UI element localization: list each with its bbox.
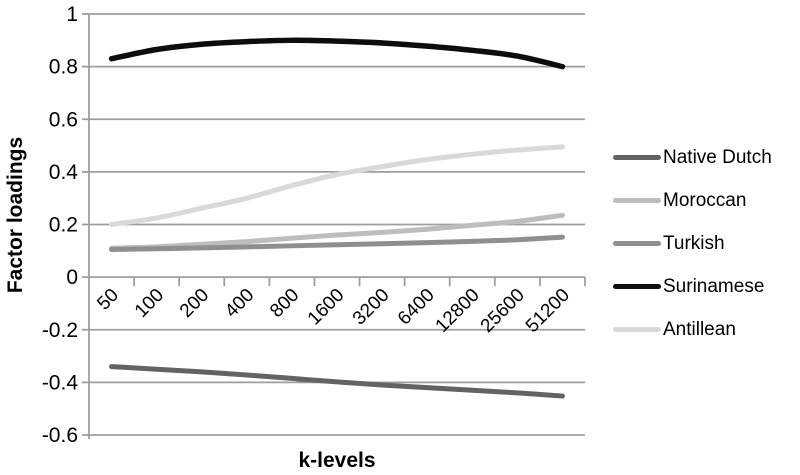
y-tick-label: 0.8 <box>49 56 78 79</box>
x-axis-title: k-levels <box>298 449 375 472</box>
x-tick-label: 50 <box>93 285 123 315</box>
legend-item-moroccan: Moroccan <box>613 179 772 222</box>
legend-swatch-antillean <box>613 327 661 332</box>
y-tick-label: -0.6 <box>42 424 78 447</box>
y-tick-label: -0.2 <box>42 319 78 342</box>
y-tick-label: 1 <box>66 3 78 26</box>
legend-label-moroccan: Moroccan <box>663 189 747 211</box>
axes <box>82 13 586 439</box>
x-tick-label: 100 <box>131 285 168 322</box>
series-line-antillean <box>109 144 565 227</box>
legend-label-native-dutch: Native Dutch <box>663 146 772 168</box>
series-line-turkish <box>109 234 565 252</box>
legend-label-antillean: Antillean <box>663 318 736 340</box>
x-tick-label: 3200 <box>349 285 394 330</box>
legend: Native Dutch Moroccan Turkish Surinamese Ant… <box>613 136 772 351</box>
series-line-native-dutch <box>109 364 565 399</box>
legend-item-surinamese: Surinamese <box>613 265 772 308</box>
x-tick-label: 200 <box>176 285 213 322</box>
legend-swatch-turkish <box>613 241 661 246</box>
legend-label-surinamese: Surinamese <box>663 275 765 297</box>
series-line-moroccan <box>109 212 565 251</box>
y-axis-title: Factor loadings <box>4 137 27 293</box>
legend-swatch-moroccan <box>613 198 661 203</box>
series-lines <box>108 37 566 399</box>
gridlines <box>89 13 585 436</box>
y-tick-label: -0.4 <box>42 371 79 394</box>
series-line-surinamese <box>108 37 566 70</box>
legend-item-antillean: Antillean <box>613 308 772 351</box>
legend-label-turkish: Turkish <box>663 232 725 254</box>
legend-item-turkish: Turkish <box>613 222 772 265</box>
legend-swatch-native-dutch <box>613 155 661 160</box>
y-tick-label: 0.4 <box>49 161 79 184</box>
y-tick-label: 0.6 <box>49 108 78 131</box>
y-tick-label: 0 <box>66 266 78 289</box>
x-tick-label: 400 <box>221 285 258 322</box>
y-tick-label: 0.2 <box>49 214 78 237</box>
legend-item-native-dutch: Native Dutch <box>613 136 772 179</box>
legend-swatch-surinamese <box>613 284 661 289</box>
x-tick-label: 800 <box>266 285 303 322</box>
x-tick-label: 1600 <box>304 285 349 330</box>
